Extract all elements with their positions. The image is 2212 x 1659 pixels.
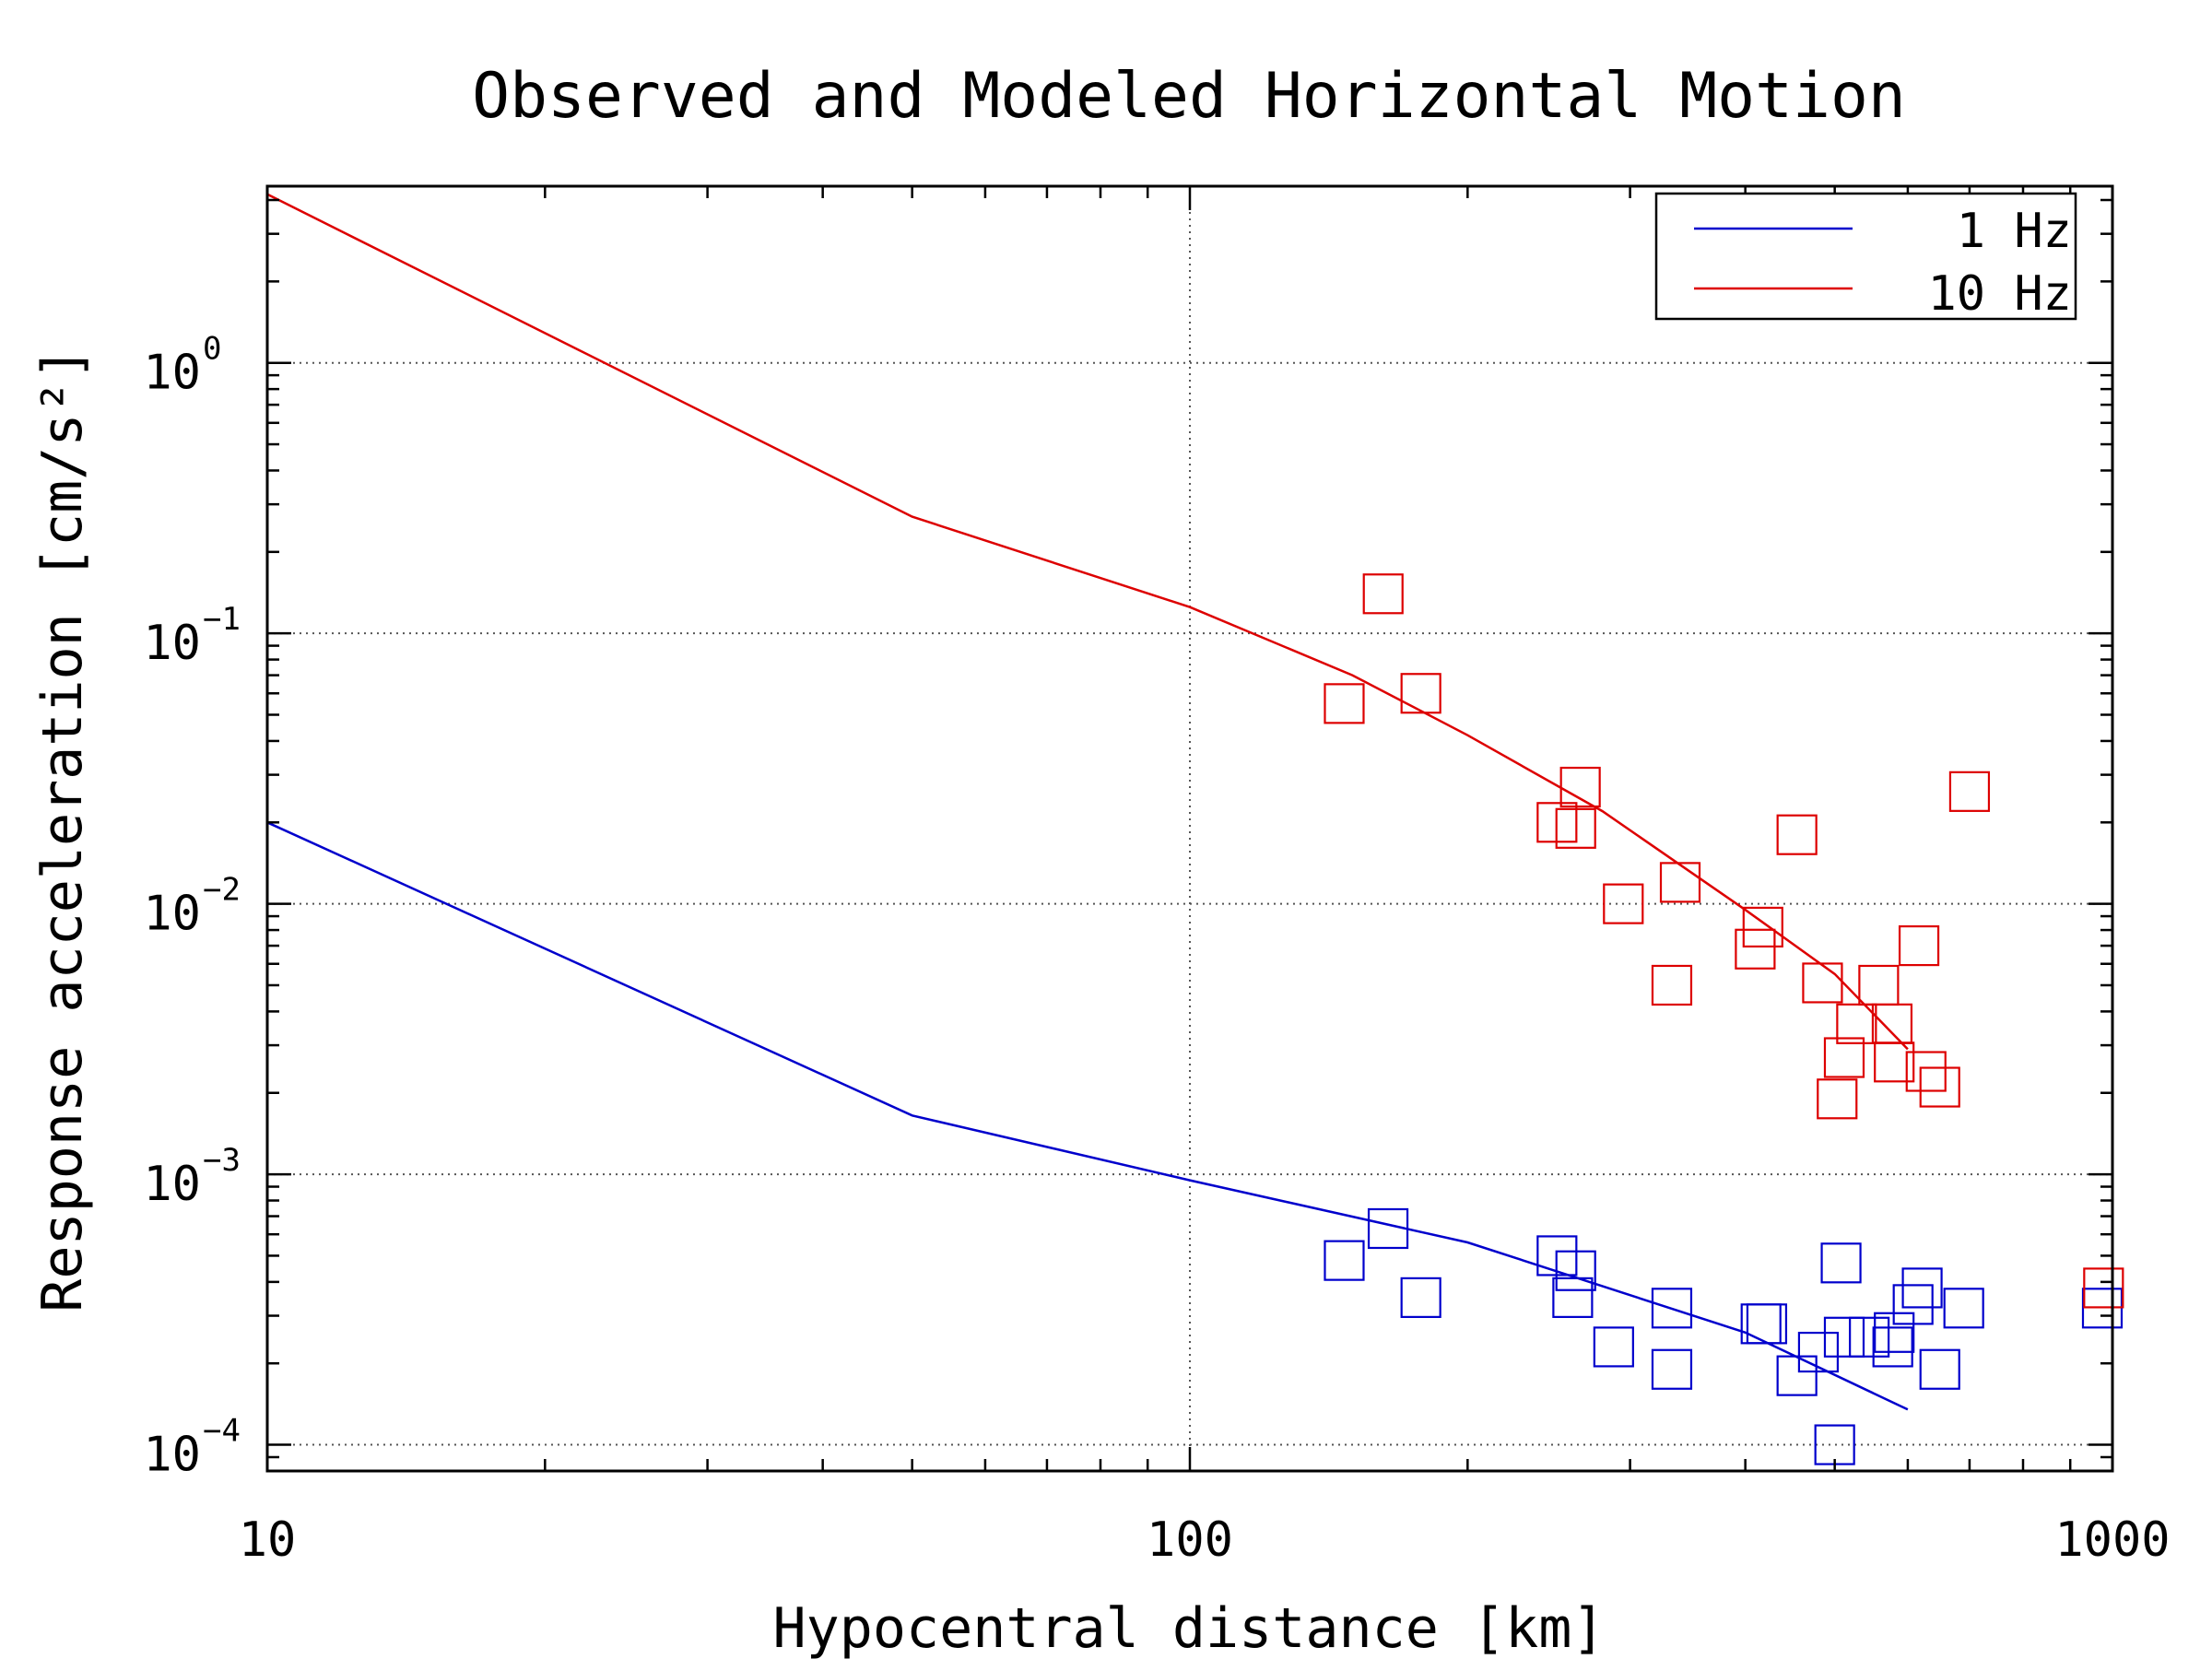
observed-point-10hz — [1559, 766, 1601, 808]
observed-point-1hz — [1555, 1250, 1596, 1291]
observed-point-1hz — [1820, 1242, 1862, 1284]
y-tick-label: 10 −1 — [143, 601, 241, 671]
observed-point-10hz — [1735, 928, 1776, 970]
legend-label-1hz: 1 Hz — [1957, 204, 2072, 259]
model-line-10hz — [266, 193, 1909, 1051]
observed-point-1hz — [1776, 1355, 1818, 1396]
observed-point-1hz — [1593, 1326, 1634, 1368]
observed-point-10hz — [1871, 1003, 1913, 1044]
y-axis-label: Response acceleration [cm/s²] — [30, 347, 95, 1312]
y-tick-label: 10 0 — [143, 331, 221, 401]
observed-point-10hz — [1742, 906, 1783, 948]
observed-point-10hz — [1823, 1037, 1865, 1078]
observed-point-10hz — [1651, 964, 1693, 1006]
observed-point-10hz — [1400, 673, 1441, 714]
x-tick-labels: 10 100 1000 — [239, 1512, 2171, 1568]
y-tick-label: 10 −3 — [143, 1142, 241, 1212]
observed-point-10hz — [1362, 573, 1404, 615]
observed-point-1hz — [1919, 1348, 1960, 1390]
observed-point-1hz — [1849, 1316, 1890, 1358]
y-tick-label-base: 10 — [143, 1428, 201, 1483]
observed-point-10hz — [1836, 1003, 1877, 1044]
observed-point-1hz — [1872, 1326, 1913, 1368]
observed-point-10hz — [1905, 1051, 1947, 1092]
observed-point-10hz — [1659, 862, 1701, 903]
observed-point-10hz — [1802, 962, 1843, 1004]
x-tick-label: 1000 — [2054, 1512, 2170, 1568]
y-tick-label: 10 −4 — [143, 1413, 241, 1483]
observed-point-1hz — [1324, 1240, 1365, 1281]
observed-point-10hz — [1898, 924, 1940, 967]
model-lines — [266, 193, 1909, 1411]
observed-point-1hz — [1367, 1207, 1409, 1250]
observed-point-1hz — [1400, 1277, 1441, 1318]
observed-point-1hz — [1651, 1348, 1693, 1390]
grid — [267, 186, 2112, 1471]
observed-point-1hz — [1892, 1284, 1934, 1325]
y-tick-label-exponent: −2 — [203, 872, 241, 909]
y-tick-label-base: 10 — [143, 887, 201, 942]
observed-point-1hz — [1797, 1331, 1840, 1373]
observed-point-10hz — [1603, 883, 1644, 924]
y-tick-label-base: 10 — [143, 616, 201, 671]
y-tick-label-base: 10 — [143, 346, 201, 401]
x-tick-label: 10 — [239, 1512, 297, 1568]
observed-point-10hz — [2083, 1267, 2124, 1309]
observed-point-1hz — [1552, 1277, 1594, 1318]
ticks — [265, 186, 2112, 1473]
observed-point-1hz — [1823, 1316, 1865, 1358]
observed-point-10hz — [1555, 807, 1596, 849]
x-tick-label: 100 — [1147, 1512, 1233, 1568]
observed-point-10hz — [1324, 683, 1365, 724]
y-tick-label-exponent: −4 — [203, 1413, 241, 1450]
observed-point-1hz — [1901, 1267, 1943, 1309]
observed-point-10hz — [1874, 1041, 1915, 1083]
observed-point-10hz — [1948, 771, 1991, 812]
observed-point-10hz — [1919, 1066, 1960, 1108]
observed-point-10hz — [1817, 1078, 1858, 1120]
observed-point-1hz — [1746, 1303, 1788, 1345]
observed-point-1hz — [1651, 1288, 1693, 1329]
observed-points — [1324, 573, 2124, 1465]
legend-label-10hz: 10 Hz — [1927, 266, 2072, 322]
observed-point-10hz — [1858, 964, 1900, 1006]
legend: 1 Hz 10 Hz — [1654, 192, 2077, 322]
y-tick-label-base: 10 — [143, 1157, 201, 1212]
chart-title: Observed and Modeled Horizontal Motion — [472, 60, 1906, 133]
y-tick-label-exponent: −3 — [203, 1142, 241, 1179]
observed-point-1hz — [1943, 1288, 1984, 1329]
y-tick-label: 10 −2 — [143, 872, 241, 942]
legend-box — [1654, 192, 2077, 321]
x-axis-label: Hypocentral distance [km] — [772, 1596, 1605, 1659]
y-tick-label-exponent: −1 — [203, 601, 241, 638]
observed-point-10hz — [1776, 814, 1818, 855]
y-tick-label-exponent: 0 — [203, 331, 221, 368]
model-line-1hz — [266, 821, 1909, 1411]
